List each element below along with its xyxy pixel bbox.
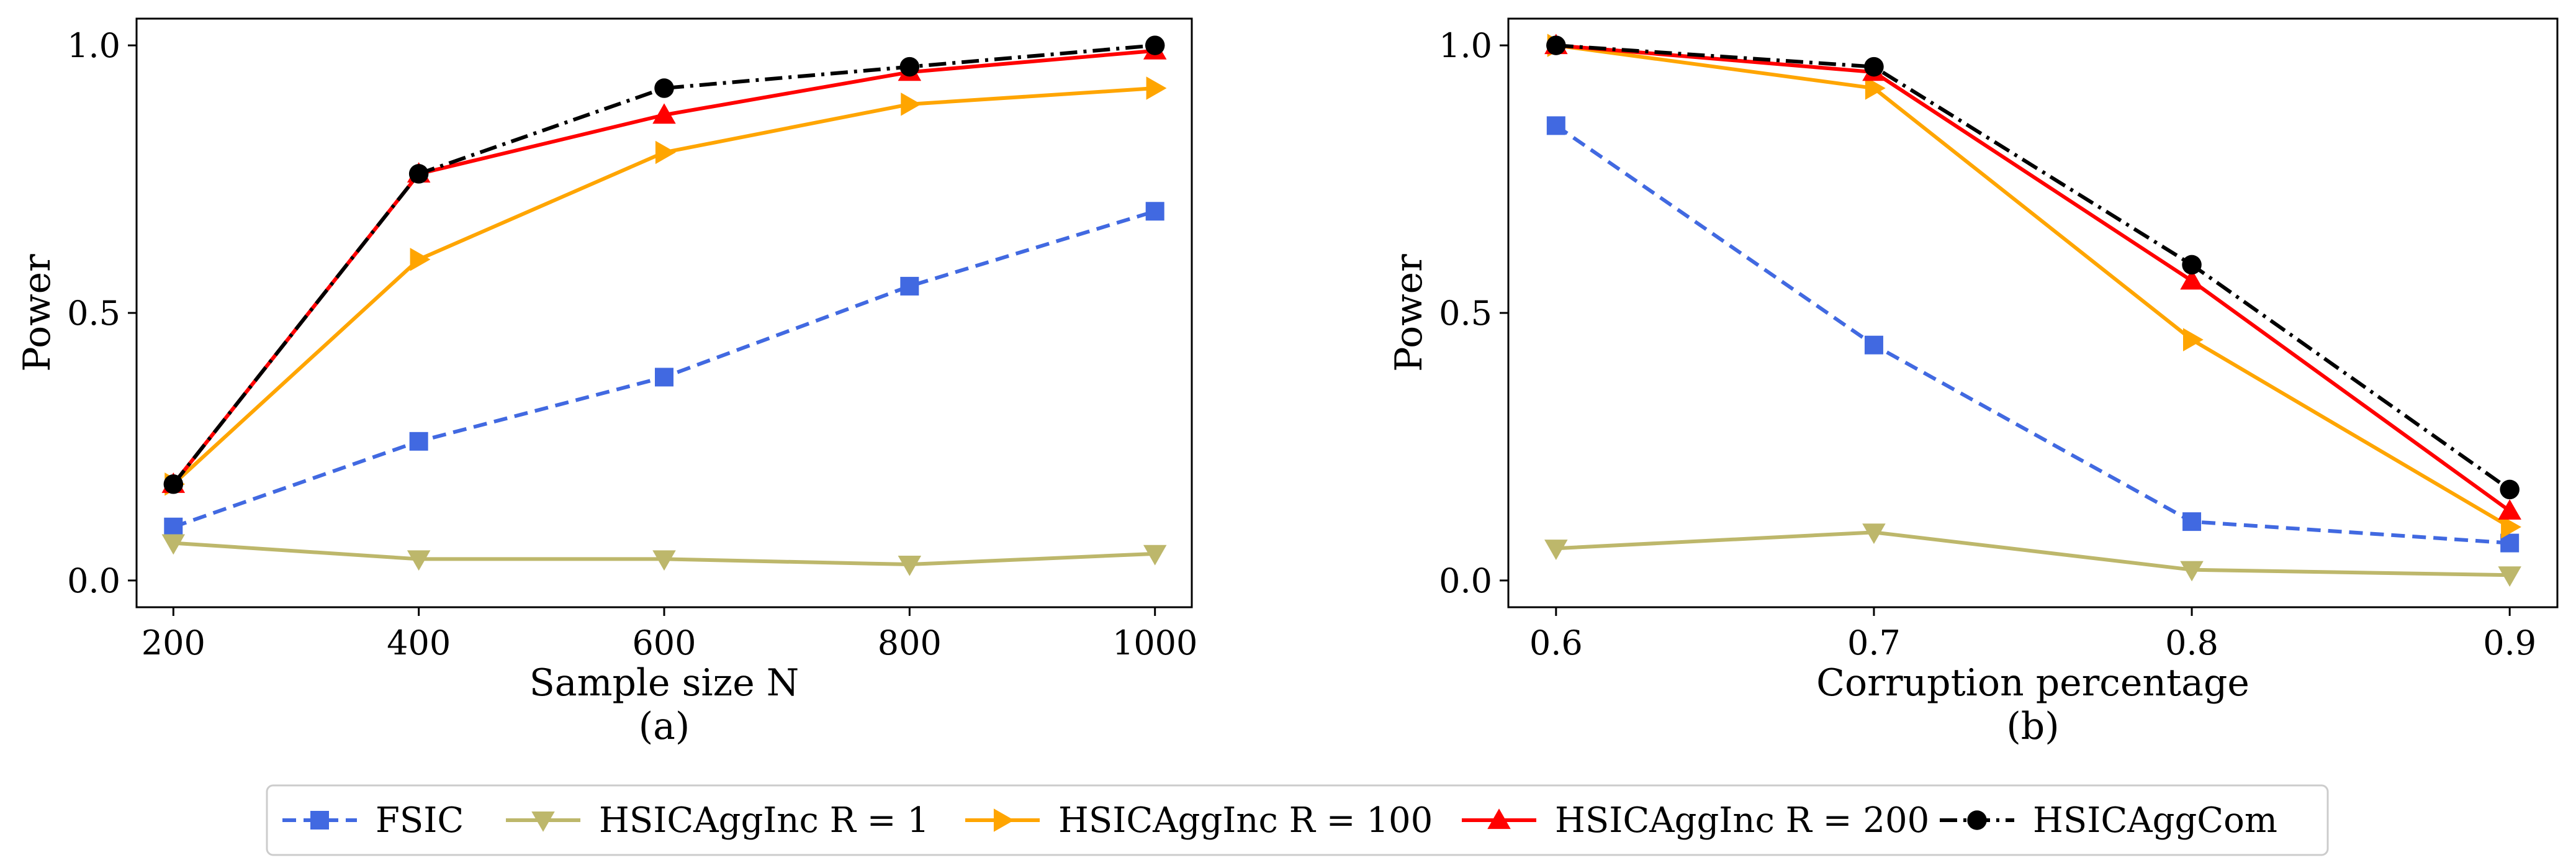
x-tick-label: 0.8 [2165, 623, 2218, 662]
series-hsicagginc-r-200 [161, 38, 1167, 493]
data-point [898, 555, 922, 576]
x-tick-label: 1000 [1112, 623, 1197, 662]
y-tick-label: 0.5 [1439, 294, 1492, 333]
data-point [2498, 499, 2521, 520]
data-point [2182, 512, 2202, 531]
data-point [1864, 335, 1883, 355]
series-hsicaggcom [1546, 35, 2520, 500]
series-hsicaggcom [163, 35, 1165, 494]
x-tick-label: 400 [387, 623, 451, 662]
data-point [410, 248, 431, 271]
data-point [655, 140, 676, 165]
data-point [901, 93, 922, 116]
series-line [1556, 530, 2510, 577]
series-hsicagginc-r-1 [1544, 523, 2521, 587]
legend-item-hsicagginc-r-100: HSICAggInc R = 100 [965, 800, 1433, 841]
data-point [654, 78, 674, 98]
x-axis-label: Sample size N [529, 661, 799, 705]
data-point [2498, 566, 2521, 587]
plot-frame [1507, 17, 2559, 608]
data-point [1145, 202, 1164, 221]
legend-marker [531, 811, 555, 832]
legend-label: HSICAggInc R = 100 [1058, 800, 1433, 841]
x-tick-label: 0.6 [1529, 623, 1583, 662]
data-point [164, 517, 183, 536]
data-point [2500, 479, 2520, 500]
y-tick-label: 1.0 [67, 26, 120, 65]
legend-label: HSICAggInc R = 1 [599, 800, 929, 841]
data-point [1146, 76, 1167, 100]
y-tick-label: 1.0 [1439, 26, 1492, 65]
x-tick-label: 600 [632, 623, 696, 662]
x-tick-label: 0.9 [2483, 623, 2536, 662]
x-axis-label: Corruption percentage [1816, 661, 2249, 705]
series-hsicagginc-r-100 [164, 76, 1167, 496]
legend-marker [1967, 810, 1987, 830]
data-point [2180, 561, 2204, 582]
series-line [1556, 43, 2511, 491]
data-point [900, 276, 919, 296]
data-point [1544, 540, 1568, 560]
series-line [1556, 43, 2511, 513]
legend-frame [266, 784, 2329, 856]
series-hsicagginc-r-100 [1547, 34, 2521, 539]
series-hsicagginc-r-1 [161, 534, 1167, 576]
chart-panel-b: 0.6 0.7 0.8 0.9 0.0 0.5 1.0 Corruption percenta… [1387, 17, 2559, 748]
plot-frame [135, 17, 1193, 608]
series-line [1556, 43, 2511, 529]
data-point [2182, 255, 2202, 275]
legend-label: HSICAggCom [2033, 800, 2277, 841]
x-tick-label: 800 [878, 623, 942, 662]
data-point [652, 103, 676, 124]
data-point [1864, 57, 1884, 77]
legend-marker [310, 811, 329, 830]
series-line [171, 43, 1155, 486]
legend-item-hsicaggcom: HSICAggCom [1940, 800, 2277, 841]
x-tick-label: 200 [142, 623, 205, 662]
data-point [409, 432, 428, 451]
series-line [1555, 124, 2510, 545]
data-point [2180, 269, 2204, 290]
data-point [655, 368, 673, 387]
data-point [1143, 545, 1167, 566]
data-point [899, 57, 920, 77]
data-point [161, 534, 186, 555]
legend-item-fsic: FSIC [282, 800, 464, 841]
series-fsic [1546, 116, 2520, 553]
y-tick-label: 0.5 [67, 294, 120, 333]
chart-panel-a: 200 400 600 800 1000 0.0 0.5 1.0 Sample size N Po… [16, 17, 1197, 748]
series-fsic [164, 202, 1164, 536]
y-tick-label: 0.0 [1439, 561, 1492, 600]
legend-marker [1487, 808, 1511, 830]
y-axis-label: Power [1387, 254, 1431, 372]
legend-label: HSICAggInc R = 200 [1555, 800, 1929, 841]
legend-marker [993, 808, 1014, 832]
data-point [163, 474, 184, 494]
data-point [1145, 35, 1165, 55]
data-point [407, 550, 431, 571]
panel-label: (a) [639, 705, 690, 748]
data-point [1546, 35, 1566, 55]
data-point [652, 550, 676, 571]
y-axis-label: Power [16, 254, 59, 372]
y-tick-label: 0.0 [67, 561, 120, 600]
data-point [1862, 523, 1886, 545]
legend-item-hsicagginc-r-200: HSICAggInc R = 200 [1462, 800, 1929, 841]
data-point [2182, 328, 2204, 351]
x-tick-label: 0.7 [1847, 623, 1901, 662]
data-point [408, 164, 429, 184]
panel-label: (b) [2006, 705, 2059, 748]
data-point [1865, 76, 1886, 100]
legend: FSIC HSICAggInc R = 1 HSICAggInc R = 100 HS… [266, 784, 2329, 856]
data-point [2501, 515, 2521, 539]
data-point [1546, 116, 1565, 135]
legend-label: FSIC [376, 800, 464, 841]
legend-item-hsicagginc-r-1: HSICAggInc R = 1 [506, 800, 929, 841]
